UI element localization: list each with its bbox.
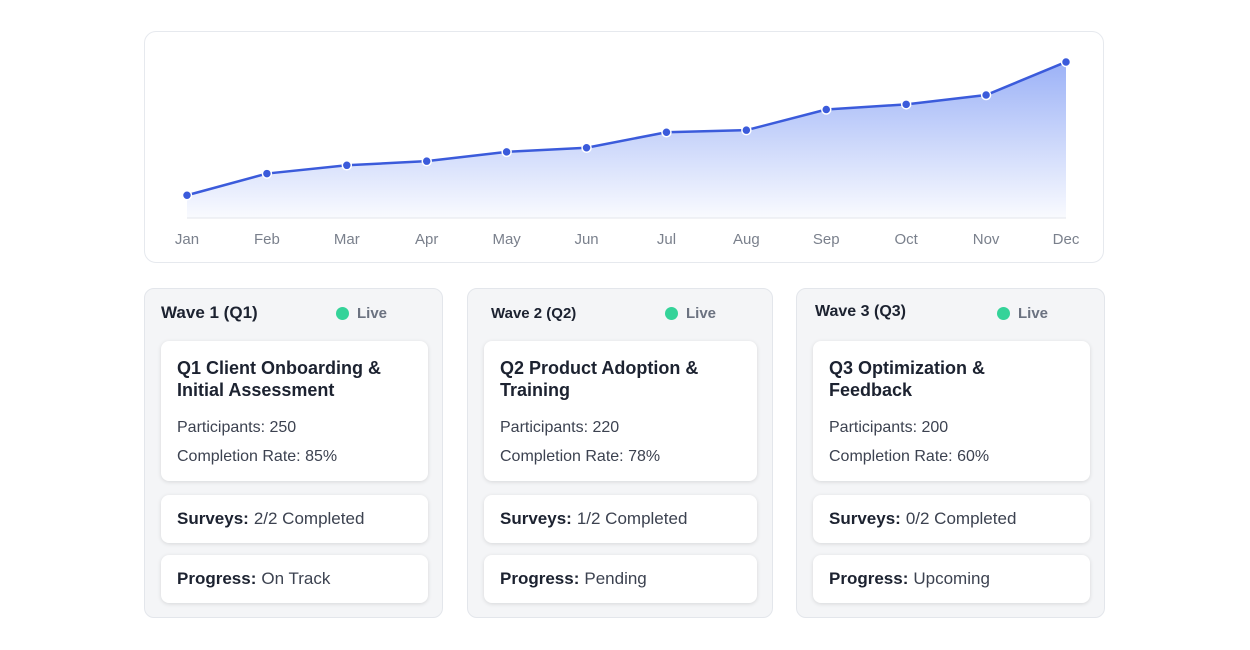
progress-label: Progress: [177,569,257,588]
wave-card-title-line2: Training [500,380,571,400]
data-point-may[interactable] [501,146,512,158]
data-point-oct[interactable] [900,99,912,110]
data-point-dec[interactable] [1060,56,1072,68]
live-dot-icon [665,307,678,320]
trend-chart: Jan Feb Mar Apr May Jun Jul Aug Sep Oct Nov Dec [175,56,1080,248]
wave-summary-card[interactable]: Q3 Optimization & Feedback Participants:… [813,341,1090,481]
status-text: Live [686,305,717,322]
progress-row[interactable]: Progress: Upcoming [813,555,1090,603]
progress-row[interactable]: Progress: On Track [161,555,428,603]
status-badge: Live [665,305,716,322]
wave-card-title: Q1 Client Onboarding & Initial Assessmen… [177,357,412,401]
wave-card-2: Wave 2 (Q2) Live Q2 Product Adoption & T… [467,288,773,618]
participants-stat: Participants: 200 [829,419,949,436]
wave-summary-card[interactable]: Q2 Product Adoption & Training Participa… [484,341,757,481]
x-tick-label: Jul [657,231,676,248]
status-badge: Live [336,305,387,322]
data-point-nov[interactable] [980,89,992,101]
data-point-mar[interactable] [341,160,353,171]
participants-stat: Participants: 220 [500,419,620,436]
x-tick-label: Sep [813,231,840,248]
data-point-aug[interactable] [741,124,752,136]
surveys-row[interactable]: Surveys: 1/2 Completed [484,495,757,543]
wave-title: Wave 2 (Q2) [491,305,577,322]
wave-card-title: Q3 Optimization & Feedback [829,357,1074,401]
participants-stat: Participants: 250 [177,419,297,436]
progress-label: Progress: [500,569,580,588]
wave-summary-card[interactable]: Q1 Client Onboarding & Initial Assessmen… [161,341,428,481]
status-text: Live [1018,305,1049,322]
wave-header: Wave 3 (Q3) Live [797,289,1104,337]
surveys-label: Surveys: [500,509,572,528]
x-tick-label: Dec [1053,231,1080,248]
surveys-row[interactable]: Surveys: 2/2 Completed [161,495,428,543]
progress-label: Progress: [829,569,909,588]
surveys-row[interactable]: Surveys: 0/2 Completed [813,495,1090,543]
progress-value: Pending [584,569,647,588]
data-point-jul[interactable] [661,126,672,138]
live-dot-icon [336,307,349,320]
x-tick-label: Aug [733,231,760,248]
wave-card-title-line1: Q1 Client Onboarding & [177,358,382,378]
wave-card-title-line2: Initial Assessment [177,380,335,400]
data-point-feb[interactable] [261,168,273,179]
data-point-jun[interactable] [581,142,592,153]
x-tick-label: Jan [175,231,199,248]
progress-value: On Track [261,569,331,588]
data-point-apr[interactable] [421,155,432,167]
chart-series-line [186,60,1067,197]
x-tick-label: Jun [574,231,598,248]
progress-row[interactable]: Progress: Pending [484,555,757,603]
completion-rate-stat: Completion Rate: 78% [500,448,661,465]
completion-rate-stat: Completion Rate: 60% [829,448,990,465]
live-dot-icon [997,307,1010,320]
x-tick-label: May [492,231,521,248]
surveys-label: Surveys: [177,509,249,528]
surveys-value: 0/2 Completed [905,509,1017,528]
wave-card-title-line1: Q2 Product Adoption & [500,358,699,378]
wave-card-1: Wave 1 (Q1) Live Q1 Client Onboarding & … [144,288,443,618]
x-tick-label: Feb [254,231,280,248]
wave-card-title: Q2 Product Adoption & Training [500,357,741,401]
data-point-jan[interactable] [181,190,193,201]
x-tick-label: Mar [334,231,360,248]
progress-value: Upcoming [913,569,990,588]
surveys-value: 1/2 Completed [576,509,688,528]
surveys-label: Surveys: [829,509,901,528]
status-text: Live [357,305,388,322]
wave-header: Wave 2 (Q2) Live [468,289,772,337]
x-tick-label: Nov [973,231,1000,248]
surveys-value: 2/2 Completed [253,509,365,528]
wave-card-title-line2: Feedback [829,380,913,400]
wave-title: Wave 1 (Q1) [161,303,258,322]
completion-rate-stat: Completion Rate: 85% [177,448,338,465]
x-tick-label: Oct [895,231,919,248]
x-tick-label: Apr [415,231,438,248]
data-point-sep[interactable] [821,104,832,115]
trend-chart-card: Jan Feb Mar Apr May Jun Jul Aug Sep Oct Nov Dec [144,31,1104,263]
wave-card-3: Wave 3 (Q3) Live Q3 Optimization & Feedb… [796,288,1105,618]
wave-title: Wave 3 (Q3) [815,303,906,320]
status-badge: Live [997,305,1048,322]
wave-header: Wave 1 (Q1) Live [145,289,442,337]
wave-card-title-line1: Q3 Optimization & [829,358,986,378]
